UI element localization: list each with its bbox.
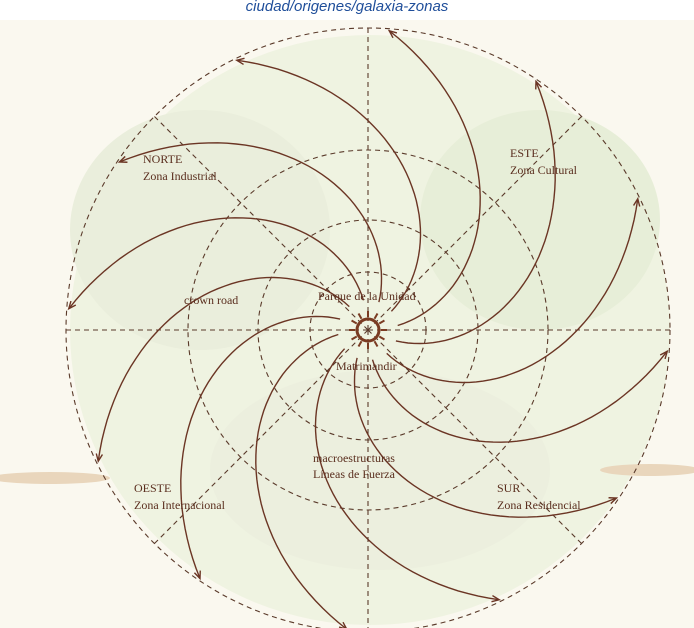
crown-road-label: crown road [184,293,238,307]
spiral-arm [255,333,347,628]
zone-name: OESTE [134,481,171,495]
arrow-head [608,497,619,505]
macro-label: macroestructuras [313,451,395,465]
zone-name: ESTE [510,146,539,160]
spiral-arm [97,276,350,462]
zone-subtitle: Zona Residencial [497,498,581,512]
center-label: Matrimandir [336,359,397,373]
radial-line [151,329,369,547]
radial-line [151,113,369,331]
sun-ray [378,335,385,341]
arrow-head [491,594,502,603]
spiral-arms [67,29,669,628]
dashed-grid [63,25,673,628]
zone-name: SUR [497,481,520,495]
arrow-head [234,57,245,66]
zone-name: NORTE [143,152,182,166]
spiral-arm [386,198,639,384]
spiral-arm [180,315,341,579]
arrow-head [659,349,669,360]
spiral-arm [119,142,383,303]
sun-ray [357,340,363,347]
labels: NORTE Zona Industrial ESTE Zona Cultural… [134,146,581,512]
sun-ray [351,319,358,325]
sun-ray [373,340,379,347]
spiral-arm [395,81,556,345]
radial-line [367,329,585,547]
spiral-arm [371,350,668,443]
arrow-head [632,196,641,207]
spiral-arm [388,30,481,327]
arrow-head [387,29,398,39]
sun-ray [351,335,358,341]
sun-ray [357,313,363,320]
arrow-head [193,570,201,581]
arrow-head [67,300,77,311]
arrow-head [535,79,543,90]
radial-line [367,113,585,331]
arrow-head [95,453,104,464]
spiral-arm [314,348,500,601]
zone-subtitle: Zona Cultural [510,163,578,177]
spiral-arm [68,217,365,310]
matrimandir-symbol [349,311,387,349]
zone-subtitle: Zona Internacional [134,498,226,512]
macro-label: Líneas de Fuerza [313,467,396,481]
spiral-arm [236,59,422,312]
caption: ciudad/origenes/galaxia-zonas [246,0,449,15]
sun-ray [378,319,385,325]
spiral-arm [353,357,617,518]
sun-ray [373,313,379,320]
arrow-head [117,155,128,163]
zone-subtitle: Zona Industrial [143,169,217,183]
park-label: Parque de la Unidad [318,289,416,303]
